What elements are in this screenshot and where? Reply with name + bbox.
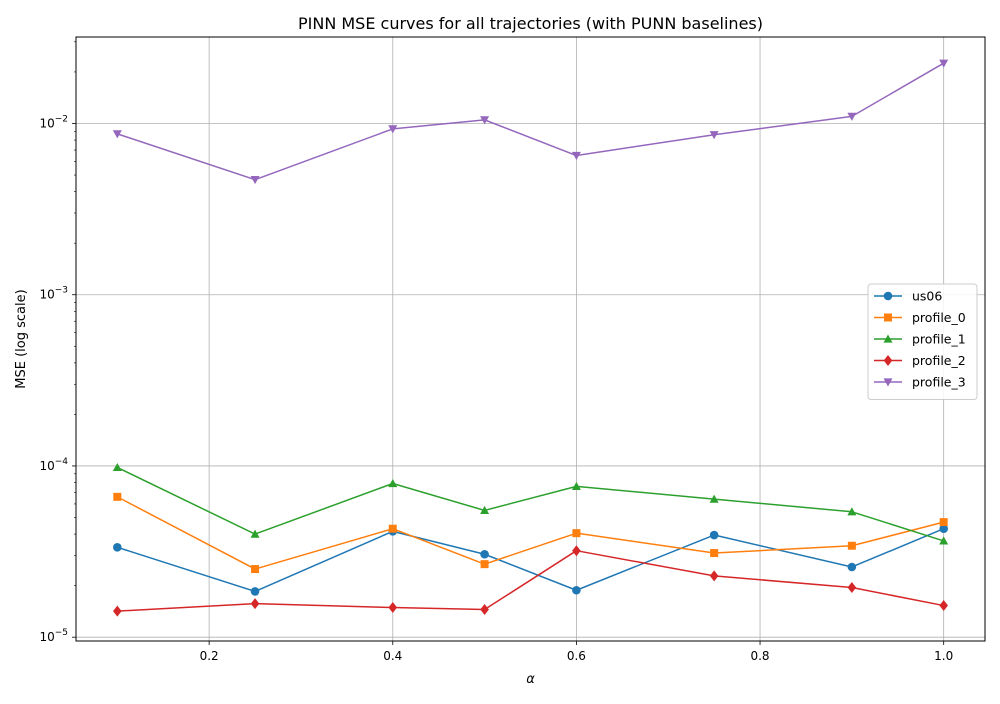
data-point <box>847 562 857 572</box>
data-point <box>388 125 398 134</box>
data-point <box>572 529 581 538</box>
x-tick-label: 0.8 <box>750 649 769 663</box>
data-point <box>250 598 260 610</box>
data-point <box>388 478 398 488</box>
legend-marker <box>883 334 893 343</box>
data-point <box>480 604 489 616</box>
data-point <box>388 602 398 614</box>
data-point <box>847 112 857 121</box>
data-point <box>112 130 122 139</box>
data-point <box>710 549 719 558</box>
data-point <box>939 518 948 527</box>
data-point <box>113 492 122 501</box>
series-layer <box>112 59 949 617</box>
data-point <box>847 507 857 516</box>
legend-label: profile_3 <box>912 375 966 390</box>
x-axis-label: α <box>526 672 535 687</box>
y-axis-label: MSE (log scale) <box>14 289 29 388</box>
data-point <box>709 494 719 503</box>
series-line <box>116 466 944 542</box>
legend-item: profile_1 <box>874 332 966 347</box>
plot-frame <box>75 36 986 642</box>
series-profile-1 <box>112 462 949 545</box>
legend-label: profile_1 <box>912 332 966 347</box>
data-point <box>571 481 581 490</box>
legend-item: us06 <box>874 289 942 304</box>
data-point <box>709 570 719 582</box>
y-tick-label: 10−2 <box>39 114 68 130</box>
series-profile-3 <box>112 59 949 185</box>
data-point <box>480 560 489 569</box>
data-point <box>250 587 260 596</box>
series-line <box>117 62 945 181</box>
data-point <box>939 59 949 68</box>
legend-label: profile_0 <box>912 310 966 325</box>
data-point <box>250 176 260 185</box>
series-profile-2 <box>113 545 948 617</box>
data-point <box>572 585 581 595</box>
data-point <box>709 131 719 140</box>
data-point <box>847 541 856 550</box>
legend-marker <box>883 291 893 301</box>
series-line <box>117 528 944 593</box>
x-tick-label: 0.2 <box>200 649 219 663</box>
x-tick-label: 1.0 <box>934 649 953 663</box>
legend-label: us06 <box>912 289 942 304</box>
legend-item: profile_0 <box>874 310 966 325</box>
y-tick-label: 10−3 <box>39 286 68 302</box>
legend-marker <box>883 355 893 366</box>
data-point <box>709 530 719 540</box>
data-point <box>113 605 122 617</box>
data-point <box>939 524 948 534</box>
series-line <box>116 496 944 570</box>
series-profile-0 <box>113 492 948 574</box>
data-point <box>112 462 122 472</box>
legend-marker <box>883 378 893 387</box>
legend-box <box>867 283 978 400</box>
legend: us06 profile_0 profile_1 profile_2 profile_3 <box>867 283 978 400</box>
legend-marker <box>884 313 892 322</box>
data-point <box>847 582 857 594</box>
data-point <box>939 600 948 612</box>
data-point <box>480 505 490 515</box>
legend-label: profile_2 <box>912 353 966 368</box>
x-tick-label: 0.6 <box>567 649 586 663</box>
data-point <box>939 536 949 545</box>
legend-item: profile_2 <box>874 353 966 368</box>
x-tick-label: 0.4 <box>383 649 402 663</box>
data-point <box>388 524 397 533</box>
series-line <box>117 549 944 612</box>
data-point <box>480 116 490 125</box>
y-tick-label: 10−5 <box>39 628 68 644</box>
y-tick-label: 10−4 <box>39 457 68 473</box>
legend-item: profile_3 <box>874 375 966 390</box>
data-point <box>571 151 581 161</box>
axes: 0.2 0.4 0.6 0.8 1.0 10−5 10−4 10−3 10−2 <box>39 41 953 663</box>
data-point <box>572 545 581 557</box>
data-point <box>480 549 489 559</box>
data-point <box>250 529 260 538</box>
data-point <box>251 565 260 574</box>
data-point <box>113 542 122 552</box>
chart-title: PINN MSE curves for all trajectories (wi… <box>298 14 763 33</box>
